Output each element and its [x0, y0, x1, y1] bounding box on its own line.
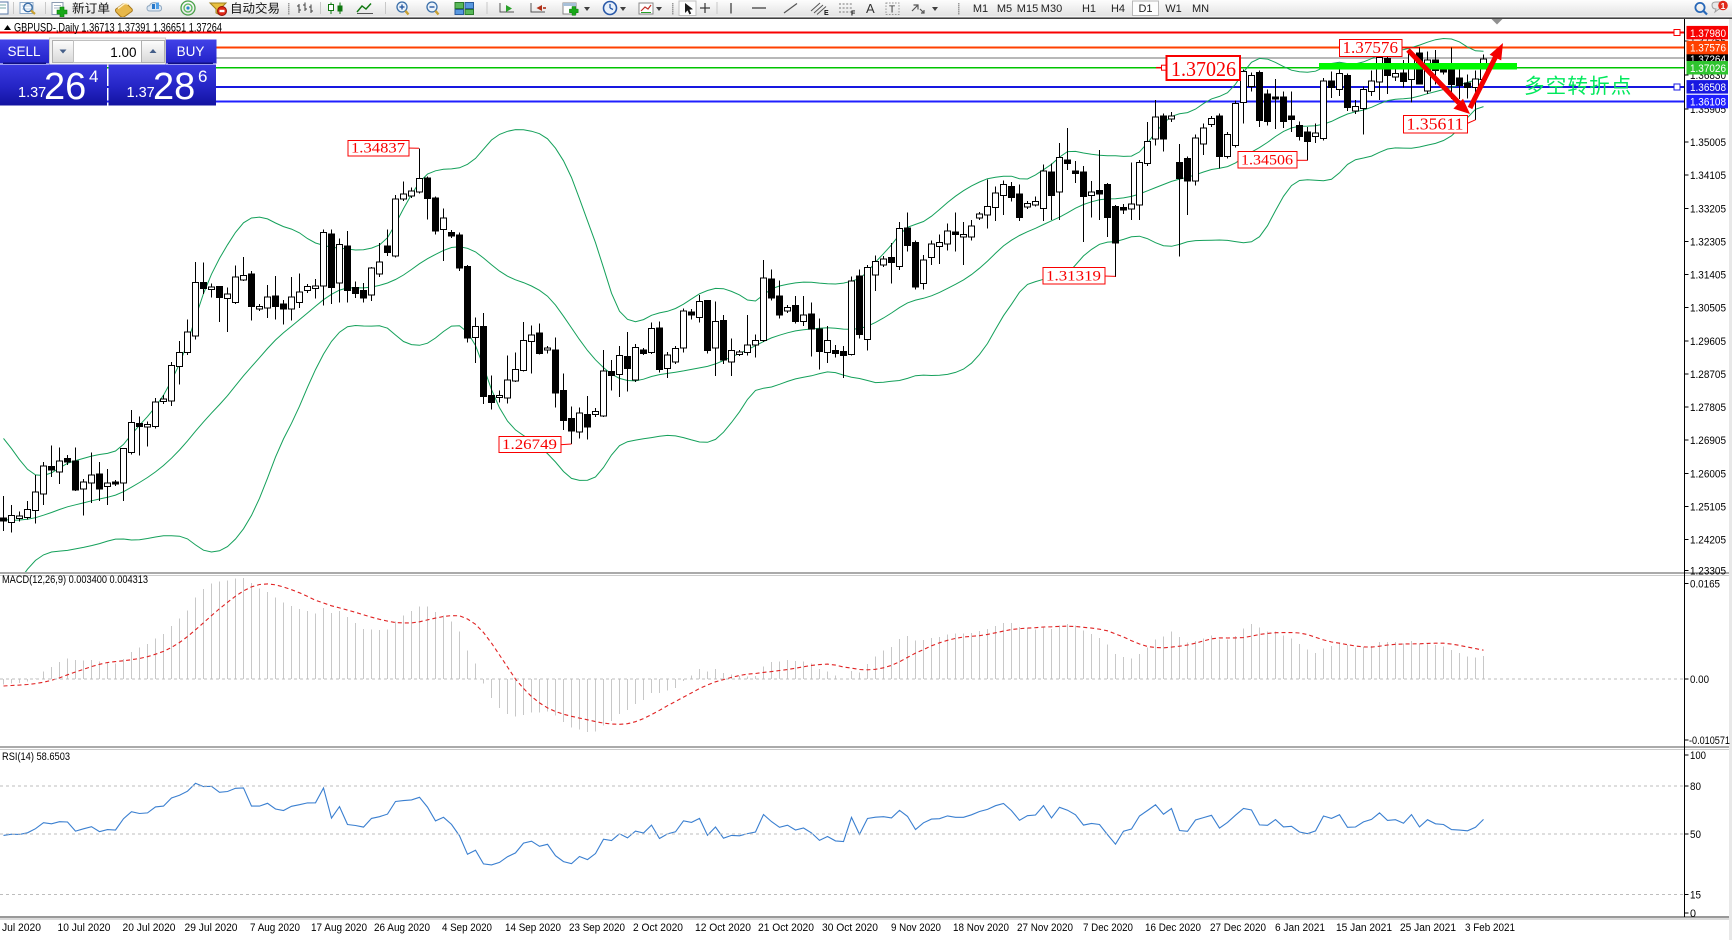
- svg-text:W1: W1: [1165, 3, 1182, 15]
- svg-text:T: T: [889, 5, 895, 16]
- svg-text:1.37576: 1.37576: [1690, 43, 1726, 55]
- svg-text:1.24205: 1.24205: [1690, 535, 1726, 547]
- svg-text:-0.010571: -0.010571: [1689, 735, 1730, 747]
- svg-text:1.36508: 1.36508: [1690, 82, 1726, 94]
- svg-text:1.32305: 1.32305: [1690, 237, 1726, 249]
- svg-text:1.23305: 1.23305: [1690, 566, 1726, 578]
- svg-text:27 Nov 2020: 27 Nov 2020: [1017, 922, 1073, 934]
- svg-text:M15: M15: [1017, 3, 1038, 15]
- svg-text:新订单: 新订单: [72, 1, 110, 16]
- svg-text:0.0165: 0.0165: [1690, 579, 1720, 591]
- svg-text:1.29605: 1.29605: [1690, 336, 1726, 348]
- svg-text:25 Jan 2021: 25 Jan 2021: [1400, 922, 1456, 934]
- svg-text:1.37026: 1.37026: [1171, 57, 1236, 81]
- svg-text:M5: M5: [997, 3, 1012, 15]
- svg-text:MACD(12,26,9) 0.003400 0.00431: MACD(12,26,9) 0.003400 0.004313: [2, 574, 148, 586]
- svg-text:50: 50: [1690, 829, 1701, 841]
- svg-text:30 Oct 2020: 30 Oct 2020: [822, 922, 878, 934]
- svg-text:12 Oct 2020: 12 Oct 2020: [695, 922, 751, 934]
- svg-text:17 Aug 2020: 17 Aug 2020: [311, 922, 367, 934]
- svg-text:1.35005: 1.35005: [1690, 137, 1726, 149]
- svg-text:D1: D1: [1138, 3, 1152, 15]
- svg-text:100: 100: [1690, 750, 1706, 762]
- svg-text:28: 28: [153, 66, 195, 108]
- svg-text:1.30505: 1.30505: [1690, 303, 1726, 315]
- svg-text:1.34506: 1.34506: [1241, 153, 1293, 169]
- svg-text:27 Dec 2020: 27 Dec 2020: [1210, 922, 1266, 934]
- svg-text:H1: H1: [1082, 3, 1096, 15]
- svg-text:多空转折点: 多空转折点: [1524, 75, 1633, 98]
- svg-text:RSI(14) 58.6503: RSI(14) 58.6503: [2, 751, 70, 763]
- svg-text:0.00: 0.00: [1690, 674, 1709, 686]
- svg-text:9 Nov 2020: 9 Nov 2020: [891, 922, 941, 934]
- svg-text:6 Jan 2021: 6 Jan 2021: [1275, 922, 1325, 934]
- svg-text:自动交易: 自动交易: [230, 1, 280, 16]
- svg-text:1.26749: 1.26749: [502, 437, 557, 453]
- svg-text:18 Nov 2020: 18 Nov 2020: [953, 922, 1009, 934]
- svg-text:7 Aug 2020: 7 Aug 2020: [250, 922, 300, 934]
- svg-text:80: 80: [1690, 781, 1701, 793]
- svg-text:1.37026: 1.37026: [1690, 63, 1726, 75]
- svg-text:1.37: 1.37: [18, 85, 46, 101]
- svg-text:1.34105: 1.34105: [1690, 170, 1726, 182]
- svg-text:0: 0: [1690, 908, 1696, 920]
- svg-text:1.36108: 1.36108: [1690, 97, 1726, 109]
- svg-text:4 Sep 2020: 4 Sep 2020: [442, 922, 492, 934]
- svg-text:14 Sep 2020: 14 Sep 2020: [505, 922, 561, 934]
- svg-text:H4: H4: [1111, 3, 1125, 15]
- svg-text:M1: M1: [973, 3, 988, 15]
- svg-text:6: 6: [198, 67, 207, 86]
- svg-text:29 Jul 2020: 29 Jul 2020: [185, 922, 238, 934]
- svg-text:Jul 2020: Jul 2020: [2, 922, 41, 934]
- svg-text:1.28705: 1.28705: [1690, 369, 1726, 381]
- svg-text:7 Dec 2020: 7 Dec 2020: [1083, 922, 1133, 934]
- svg-text:1.26905: 1.26905: [1690, 435, 1726, 447]
- svg-text:26: 26: [44, 66, 86, 108]
- svg-text:1.37: 1.37: [127, 85, 155, 101]
- svg-text:1.34837: 1.34837: [351, 141, 405, 157]
- svg-text:GBPUSD-,Daily 1.36713 1.37391: GBPUSD-,Daily 1.36713 1.37391 1.36651 1.…: [14, 21, 222, 35]
- svg-text:1.31405: 1.31405: [1690, 270, 1726, 282]
- svg-text:1.33205: 1.33205: [1690, 203, 1726, 215]
- svg-text:20 Jul 2020: 20 Jul 2020: [123, 922, 176, 934]
- svg-text:1.37980: 1.37980: [1690, 28, 1726, 40]
- svg-text:1.31319: 1.31319: [1046, 269, 1101, 285]
- svg-text:23 Sep 2020: 23 Sep 2020: [569, 922, 625, 934]
- svg-text:1: 1: [1721, 1, 1726, 11]
- svg-text:1.25105: 1.25105: [1690, 501, 1726, 513]
- svg-text:2 Oct 2020: 2 Oct 2020: [633, 922, 683, 934]
- svg-text:1.35611: 1.35611: [1407, 115, 1464, 134]
- svg-text:SELL: SELL: [7, 44, 41, 59]
- svg-text:1.00: 1.00: [110, 45, 136, 60]
- svg-text:15: 15: [1690, 890, 1701, 902]
- svg-text:E: E: [824, 10, 829, 17]
- svg-text:15 Jan 2021: 15 Jan 2021: [1336, 922, 1392, 934]
- svg-text:26 Aug 2020: 26 Aug 2020: [374, 922, 430, 934]
- svg-text:16 Dec 2020: 16 Dec 2020: [1145, 922, 1201, 934]
- svg-text:MN: MN: [1192, 3, 1209, 15]
- svg-text:3 Feb 2021: 3 Feb 2021: [1465, 922, 1515, 934]
- svg-text:4: 4: [89, 67, 98, 86]
- svg-text:1.37264: 1.37264: [1690, 54, 1726, 66]
- svg-text:M30: M30: [1041, 3, 1062, 15]
- svg-text:A: A: [866, 1, 875, 16]
- svg-text:1.27805: 1.27805: [1690, 402, 1726, 414]
- svg-text:21 Oct 2020: 21 Oct 2020: [758, 922, 814, 934]
- svg-text:BUY: BUY: [177, 44, 205, 59]
- svg-text:1.37576: 1.37576: [1343, 38, 1399, 57]
- svg-text:1.26005: 1.26005: [1690, 468, 1726, 480]
- svg-text:10 Jul 2020: 10 Jul 2020: [58, 922, 111, 934]
- svg-text:F: F: [851, 11, 856, 18]
